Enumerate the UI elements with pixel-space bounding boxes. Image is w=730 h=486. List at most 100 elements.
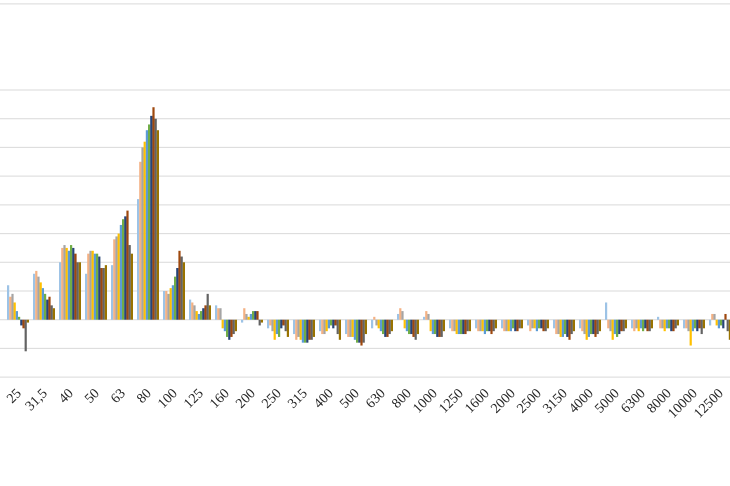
bar — [145, 130, 148, 320]
bar — [204, 305, 207, 320]
bar — [174, 276, 177, 320]
bar — [364, 319, 367, 335]
bar — [527, 319, 530, 326]
bar — [462, 319, 465, 335]
bar — [124, 216, 127, 320]
bar — [711, 313, 714, 320]
bar — [533, 319, 536, 329]
x-tick-label: 100 — [155, 386, 180, 411]
bar — [59, 262, 62, 320]
bar — [379, 319, 382, 332]
bar — [438, 319, 441, 337]
bar — [271, 319, 274, 332]
bar — [219, 308, 222, 320]
bar — [570, 319, 573, 335]
bar — [564, 319, 567, 335]
bar — [193, 305, 196, 320]
bar — [546, 319, 549, 329]
bar — [221, 319, 224, 329]
bar — [668, 319, 671, 329]
bar — [41, 288, 44, 320]
bar — [449, 319, 452, 329]
bar — [9, 296, 12, 320]
bar — [98, 256, 101, 320]
bar — [572, 319, 575, 332]
bar — [85, 273, 88, 320]
bar — [581, 319, 584, 332]
bar — [167, 293, 170, 320]
bar — [312, 319, 315, 337]
bar — [644, 319, 647, 329]
bar — [7, 285, 10, 320]
bar — [119, 224, 122, 320]
bar — [321, 319, 324, 335]
bar — [479, 319, 482, 332]
bar — [713, 313, 716, 320]
bar — [269, 319, 272, 326]
bar — [724, 313, 727, 320]
bar — [65, 247, 68, 320]
bar — [93, 253, 96, 320]
bar — [631, 319, 634, 329]
bar — [538, 319, 541, 329]
bar — [338, 319, 341, 340]
bar — [72, 247, 75, 320]
bar — [557, 319, 560, 335]
bar — [635, 319, 638, 329]
bar — [503, 319, 506, 332]
bar — [453, 319, 456, 332]
bar — [726, 319, 729, 332]
bar — [163, 290, 166, 320]
bar — [611, 319, 614, 340]
bar — [284, 319, 287, 332]
bar — [278, 319, 281, 337]
bar — [585, 319, 588, 340]
x-tick-label: 125 — [181, 386, 206, 411]
bar — [113, 239, 116, 320]
bar — [672, 319, 675, 332]
bar — [226, 319, 229, 337]
bar — [431, 319, 434, 335]
x-tick-label: 12500 — [691, 386, 726, 421]
bar — [50, 305, 53, 320]
bar — [665, 319, 668, 329]
bar — [33, 273, 36, 320]
bar — [171, 285, 174, 320]
bar — [243, 308, 246, 320]
bar — [87, 253, 90, 320]
bar — [501, 319, 504, 329]
x-tick-label: 63 — [108, 386, 129, 407]
bar — [128, 245, 131, 320]
bar — [247, 316, 250, 320]
bar — [20, 319, 23, 326]
bar — [197, 313, 200, 320]
bar — [382, 319, 385, 335]
bar — [722, 319, 725, 329]
bar — [490, 319, 493, 335]
x-tick-label: 250 — [259, 386, 284, 411]
bar — [397, 313, 400, 320]
bar — [26, 319, 29, 323]
bar — [254, 311, 257, 320]
bar — [408, 319, 411, 335]
bar — [460, 319, 463, 335]
bar — [139, 161, 142, 320]
bar — [512, 319, 515, 329]
bar — [111, 265, 114, 320]
bar — [358, 319, 361, 343]
bar — [720, 319, 723, 326]
bar — [373, 316, 376, 320]
bar — [215, 305, 218, 320]
bar — [63, 245, 66, 320]
bar — [35, 270, 38, 320]
bar — [544, 319, 547, 332]
bar — [579, 319, 582, 329]
bar — [126, 210, 129, 320]
bar — [267, 319, 270, 329]
bar — [334, 319, 337, 326]
bar — [44, 293, 47, 320]
bar — [208, 305, 211, 320]
bar — [325, 319, 328, 332]
x-tick-label: 5000 — [592, 386, 622, 416]
bar — [691, 319, 694, 332]
